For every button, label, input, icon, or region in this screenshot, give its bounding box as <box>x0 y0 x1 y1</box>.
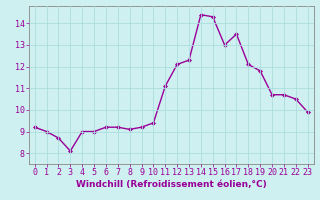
X-axis label: Windchill (Refroidissement éolien,°C): Windchill (Refroidissement éolien,°C) <box>76 180 267 189</box>
